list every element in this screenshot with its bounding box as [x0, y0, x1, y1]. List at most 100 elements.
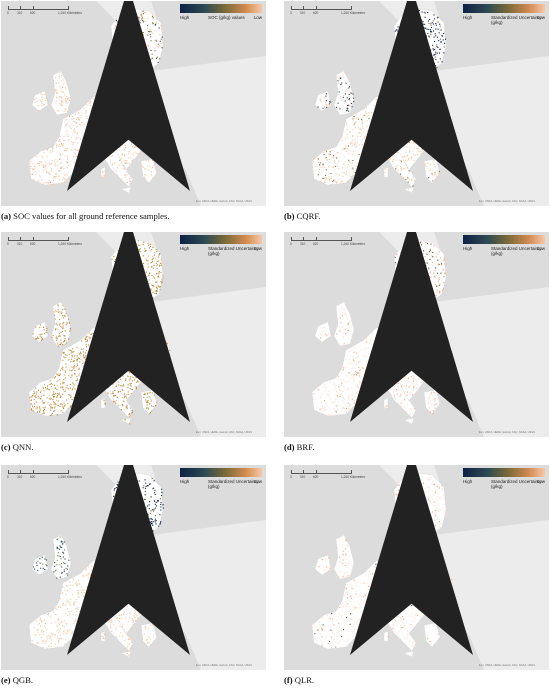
sample-point: [71, 374, 73, 376]
sample-point: [74, 141, 76, 143]
sample-point: [347, 397, 349, 399]
sample-point: [120, 409, 122, 411]
sample-point: [151, 259, 153, 261]
sample-point: [344, 381, 346, 383]
sample-point: [76, 359, 78, 361]
sample-point: [360, 129, 362, 131]
sample-point: [40, 337, 42, 339]
sample-point: [76, 375, 78, 377]
sample-point: [363, 373, 365, 375]
sample-point: [430, 49, 432, 51]
sample-point: [72, 382, 74, 384]
sample-point: [395, 398, 397, 400]
sample-point: [406, 159, 408, 161]
sample-point: [58, 77, 60, 79]
sample-point: [61, 182, 63, 184]
sample-point: [119, 378, 121, 380]
sample-point: [32, 407, 34, 409]
sample-point: [114, 259, 116, 261]
legend-color-ramp: [463, 235, 545, 244]
legend-title: Standardized Uncertainty (g/kg): [491, 15, 542, 26]
sample-point: [393, 395, 395, 397]
sample-point: [157, 290, 159, 292]
sample-point: [125, 145, 127, 147]
sample-point: [53, 177, 55, 179]
sample-point: [334, 401, 336, 403]
sample-point: [42, 402, 44, 404]
sample-point: [39, 408, 41, 410]
sample-point: [62, 179, 64, 181]
sample-point: [45, 559, 47, 561]
sample-point: [419, 151, 421, 153]
sample-point: [127, 643, 129, 645]
sample-point: [39, 327, 41, 329]
sample-point: [117, 391, 119, 393]
sample-point: [156, 251, 158, 253]
sample-point: [437, 47, 439, 49]
sample-point: [125, 162, 127, 164]
eu-land: [403, 186, 415, 194]
sample-point: [142, 34, 144, 36]
sample-point: [406, 404, 408, 406]
sample-point: [68, 353, 70, 355]
sample-point: [65, 150, 67, 152]
sample-point: [340, 181, 342, 183]
sample-point: [75, 155, 77, 157]
sample-point: [145, 258, 147, 260]
sample-point: [366, 133, 368, 135]
sample-point: [422, 253, 424, 255]
sample-point: [144, 168, 146, 170]
sample-point: [352, 159, 354, 161]
sample-point: [366, 130, 368, 132]
sample-point: [86, 340, 88, 342]
sample-point: [408, 141, 410, 143]
sample-point: [443, 259, 445, 261]
sample-point: [131, 389, 133, 391]
sample-point: [77, 137, 79, 139]
sample-point: [122, 153, 124, 155]
sample-point: [150, 246, 152, 248]
sample-point: [159, 262, 161, 264]
sample-point: [154, 507, 156, 509]
sample-point: [142, 255, 144, 257]
sample-point: [313, 398, 315, 400]
sample-point: [29, 167, 31, 169]
sample-point: [147, 45, 149, 47]
sample-point: [432, 256, 434, 258]
sample-point: [366, 360, 368, 362]
sample-point: [44, 406, 46, 408]
sample-point: [394, 30, 396, 32]
sample-point: [338, 379, 340, 381]
sample-point: [322, 406, 324, 408]
sample-point: [147, 27, 149, 29]
sample-point: [125, 378, 127, 380]
sample-point: [85, 336, 87, 338]
sample-point: [37, 105, 39, 107]
sample-point: [346, 129, 348, 131]
map-area: 0 310 620 1,240 Kilometers High SOC (g/k…: [1, 1, 266, 206]
sample-point: [41, 339, 43, 341]
sample-point: [86, 118, 88, 120]
sample-point: [132, 158, 134, 160]
sample-point: [357, 395, 359, 397]
sample-point: [149, 48, 151, 50]
sample-point: [64, 391, 66, 393]
sample-point: [55, 339, 57, 341]
sample-point: [400, 160, 402, 162]
sample-point: [353, 377, 355, 379]
sample-point: [352, 154, 354, 156]
sample-point: [337, 408, 339, 410]
sample-point: [78, 353, 80, 355]
sample-point: [375, 100, 377, 102]
sample-point: [343, 378, 345, 380]
sample-point: [154, 47, 156, 49]
sample-point: [330, 101, 332, 103]
sample-point: [347, 381, 349, 383]
sample-point: [115, 149, 117, 151]
sample-point: [62, 366, 64, 368]
sample-point: [362, 125, 364, 127]
sample-point: [56, 311, 58, 313]
sample-point: [317, 174, 319, 176]
sample-point: [73, 351, 75, 353]
sample-point: [154, 290, 156, 292]
